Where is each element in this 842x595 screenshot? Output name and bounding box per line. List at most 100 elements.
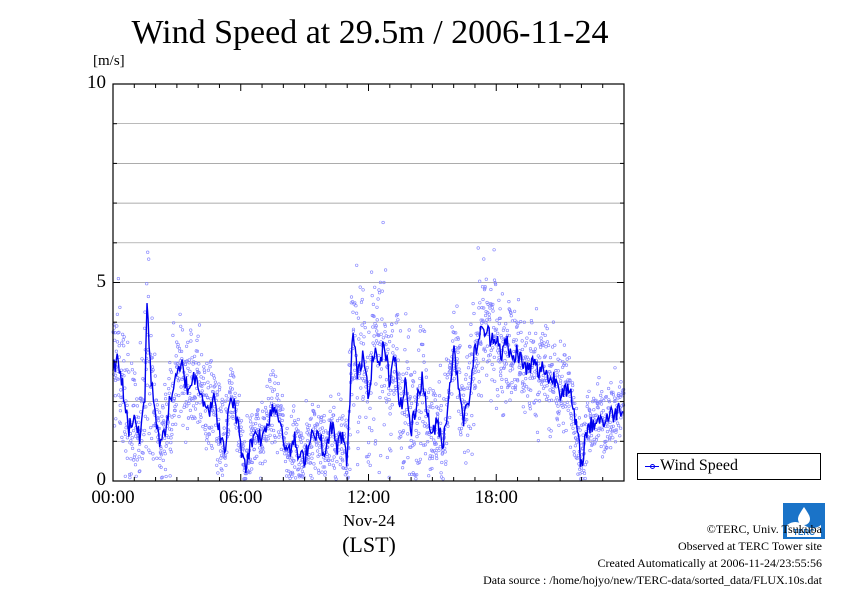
scatter-point — [301, 472, 305, 476]
scatter-point — [261, 409, 265, 413]
scatter-point — [171, 422, 175, 427]
scatter-point — [534, 414, 538, 418]
scatter-point — [149, 426, 153, 430]
scatter-point — [223, 454, 228, 458]
scatter-point — [611, 393, 616, 397]
scatter-point — [270, 441, 274, 445]
scatter-point — [112, 424, 117, 428]
scatter-point — [386, 347, 390, 352]
scatter-point — [330, 417, 334, 421]
scatter-point — [597, 426, 601, 430]
scatter-point — [148, 451, 152, 455]
scatter-point — [577, 416, 582, 420]
scatter-point — [393, 370, 397, 374]
scatter-point — [387, 398, 391, 402]
scatter-point — [265, 384, 269, 389]
scatter-point — [518, 363, 522, 367]
scatter-point — [591, 396, 596, 401]
scatter-point — [320, 426, 325, 430]
scatter-point — [482, 306, 486, 310]
scatter-point — [117, 344, 121, 348]
scatter-point — [457, 409, 461, 413]
scatter-point — [537, 399, 542, 403]
scatter-point — [122, 430, 127, 434]
scatter-point — [509, 314, 513, 318]
scatter-point — [119, 368, 123, 372]
scatter-point — [408, 395, 412, 399]
scatter-point — [220, 397, 224, 401]
scatter-point — [278, 433, 282, 437]
scatter-point — [173, 409, 177, 413]
scatter-point — [467, 424, 471, 428]
scatter-point — [197, 371, 201, 375]
scatter-point — [239, 425, 243, 429]
scatter-point — [349, 295, 354, 299]
scatter-point — [434, 442, 438, 446]
scatter-point — [291, 409, 296, 413]
scatter-point — [281, 413, 285, 418]
scatter-point — [464, 461, 468, 465]
scatter-point — [417, 431, 421, 435]
scatter-point — [318, 445, 322, 450]
scatter-point — [417, 460, 421, 465]
scatter-point — [125, 456, 129, 460]
scatter-point — [174, 403, 178, 407]
scatter-point — [512, 309, 517, 313]
scatter-point — [161, 406, 165, 410]
scatter-point — [195, 367, 199, 372]
scatter-point — [188, 391, 192, 396]
scatter-point — [609, 381, 613, 385]
scatter-point — [388, 406, 392, 410]
scatter-point — [360, 297, 364, 302]
scatter-point — [262, 416, 267, 421]
scatter-point — [144, 405, 148, 409]
scatter-point — [140, 457, 144, 461]
scatter-point — [494, 282, 498, 287]
scatter-point — [543, 392, 547, 396]
scatter-point — [354, 304, 358, 308]
scatter-point — [211, 429, 215, 433]
scatter-point — [162, 420, 166, 424]
scatter-point — [524, 341, 529, 345]
scatter-point — [430, 402, 434, 406]
scatter-point — [133, 371, 137, 375]
scatter-point — [555, 418, 560, 422]
scatter-point — [534, 398, 538, 403]
scatter-point — [284, 431, 288, 435]
scatter-point — [472, 423, 476, 427]
scatter-point — [419, 410, 423, 415]
scatter-point — [388, 340, 392, 344]
scatter-point — [189, 328, 193, 332]
scatter-point — [118, 305, 122, 310]
scatter-point — [135, 458, 139, 462]
scatter-point — [159, 465, 163, 469]
scatter-point — [455, 395, 460, 400]
scatter-point — [386, 335, 390, 339]
scatter-point — [423, 421, 427, 425]
scatter-point — [372, 334, 376, 338]
scatter-point — [325, 452, 329, 457]
scatter-point — [410, 401, 414, 406]
scatter-point — [321, 430, 326, 434]
scatter-point — [258, 423, 262, 427]
scatter-point — [442, 397, 446, 401]
scatter-point — [439, 404, 443, 408]
scatter-point — [200, 389, 204, 393]
scatter-point — [541, 343, 545, 348]
scatter-point — [320, 415, 324, 419]
scatter-point — [527, 331, 532, 335]
scatter-point — [285, 426, 289, 431]
scatter-point — [438, 363, 443, 368]
scatter-point — [143, 310, 147, 314]
scatter-point — [186, 340, 190, 345]
scatter-point — [170, 415, 174, 419]
scatter-point — [545, 340, 550, 344]
scatter-point — [540, 378, 544, 382]
scatter-point — [138, 469, 142, 473]
scatter-point — [206, 380, 210, 384]
scatter-point — [274, 374, 278, 378]
scatter-point — [185, 344, 189, 348]
scatter-point — [563, 405, 568, 409]
scatter-point — [600, 397, 604, 401]
scatter-point — [372, 417, 376, 421]
